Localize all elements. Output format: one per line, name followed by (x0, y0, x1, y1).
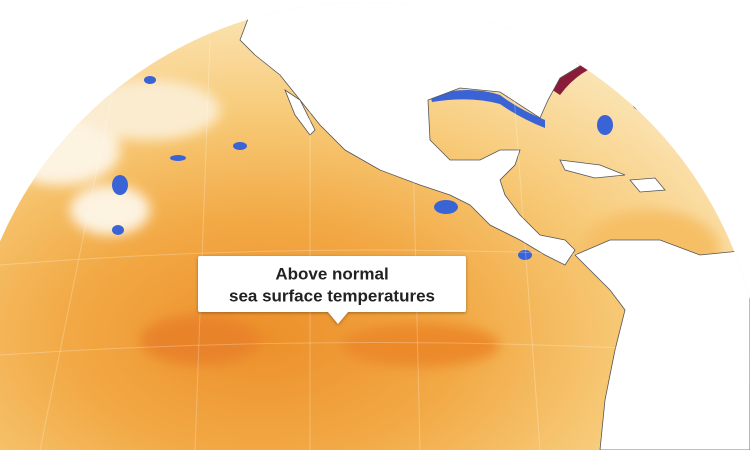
callout-line: Above normal (275, 264, 388, 283)
callout (198, 256, 466, 324)
callout-line: sea surface temperatures (229, 286, 435, 305)
graticule (0, 19, 750, 450)
